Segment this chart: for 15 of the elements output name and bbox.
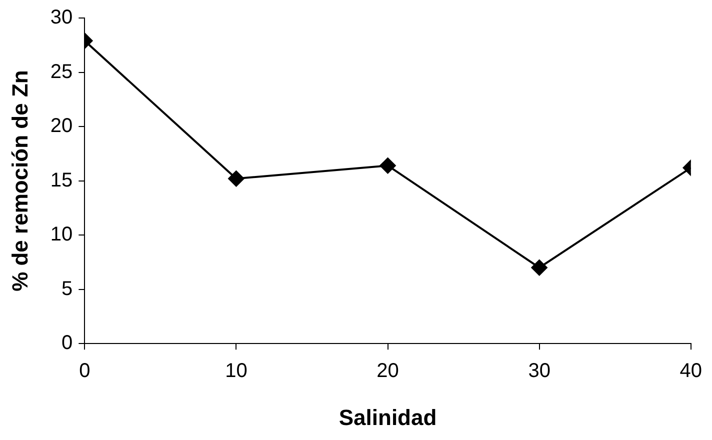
x-tick-label: 20 xyxy=(376,360,399,382)
point xyxy=(380,158,396,174)
y-axis-title: % de remoción de Zn xyxy=(7,70,32,292)
x-tick-label: 10 xyxy=(225,360,248,382)
y-tick-label: 30 xyxy=(50,6,73,29)
x-axis-title: Salinidad xyxy=(338,404,437,430)
x-tick-label: 0 xyxy=(79,360,90,382)
y-tick-label: 15 xyxy=(50,169,73,192)
x-tick-label: 30 xyxy=(528,360,550,382)
y-tick-label: 25 xyxy=(50,60,73,83)
y-tick-label: 5 xyxy=(62,278,73,300)
x-tick-label: 40 xyxy=(680,360,702,382)
y-tick-label: 20 xyxy=(50,115,73,138)
y-tick-label: 0 xyxy=(62,332,73,354)
y-tick-label: 10 xyxy=(50,224,73,246)
